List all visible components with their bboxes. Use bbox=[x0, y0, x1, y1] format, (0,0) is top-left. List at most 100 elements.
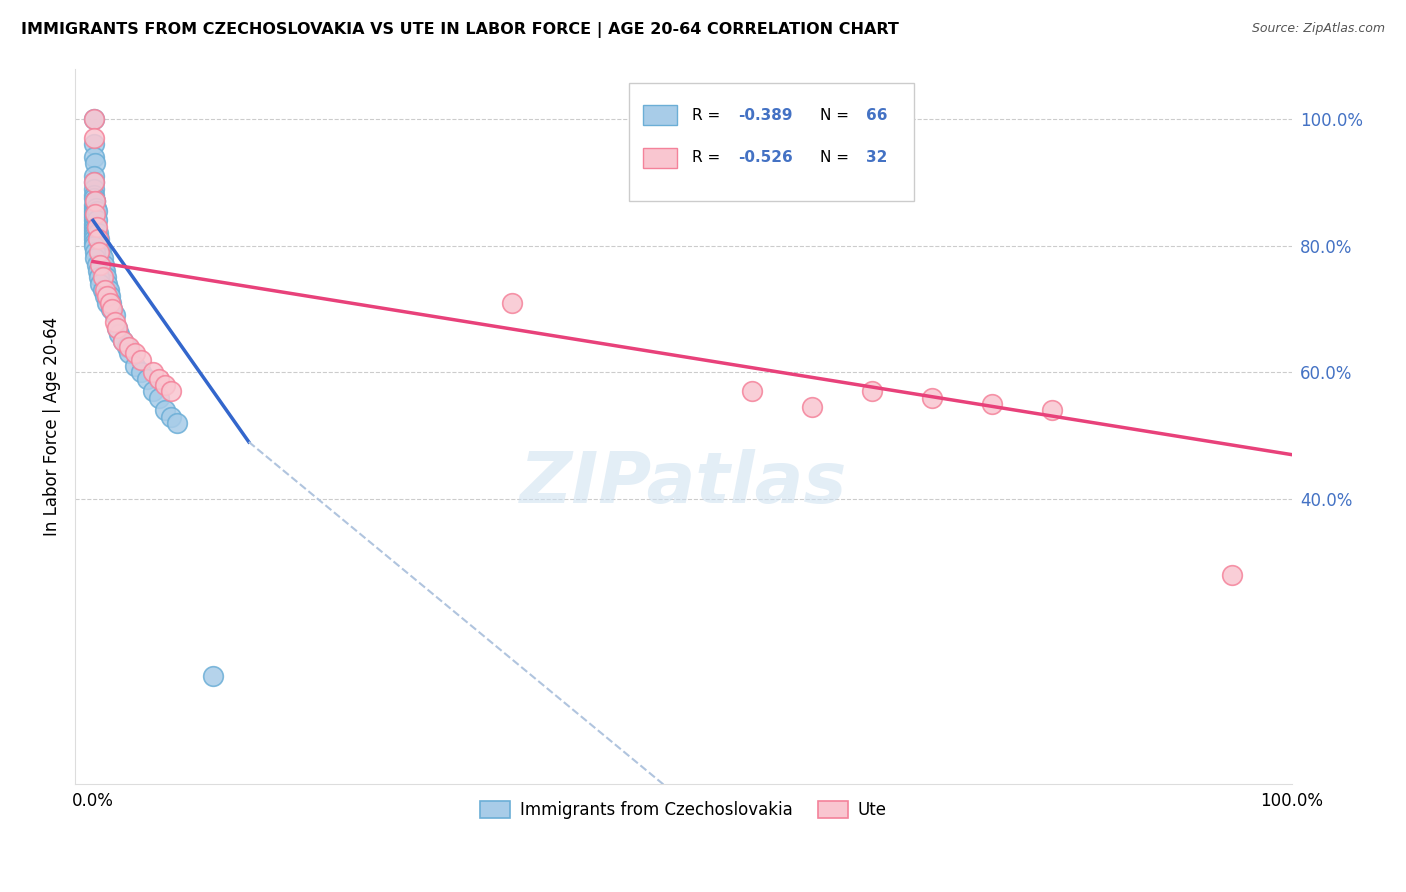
Point bbox=[103, 309, 125, 323]
Point bbox=[83, 229, 105, 244]
Point bbox=[801, 400, 824, 414]
Point bbox=[83, 194, 105, 209]
Point bbox=[96, 270, 118, 285]
Point bbox=[96, 289, 118, 303]
Point bbox=[1220, 567, 1243, 582]
Point bbox=[84, 207, 107, 221]
Text: R =: R = bbox=[692, 108, 725, 122]
Point bbox=[84, 252, 107, 266]
Legend: Immigrants from Czechoslovakia, Ute: Immigrants from Czechoslovakia, Ute bbox=[474, 794, 893, 825]
Point bbox=[115, 340, 138, 354]
Point bbox=[142, 365, 165, 379]
FancyBboxPatch shape bbox=[628, 83, 914, 201]
Point bbox=[83, 203, 105, 218]
Point bbox=[105, 321, 128, 335]
Point bbox=[201, 669, 224, 683]
Point bbox=[101, 301, 124, 316]
Point bbox=[83, 197, 105, 211]
Point bbox=[98, 289, 121, 303]
Point bbox=[98, 295, 121, 310]
Point bbox=[87, 264, 110, 278]
Point bbox=[1040, 403, 1063, 417]
Point bbox=[91, 252, 114, 266]
Point bbox=[83, 245, 105, 260]
Point bbox=[83, 112, 105, 127]
Point bbox=[83, 211, 105, 225]
Text: N =: N = bbox=[820, 108, 853, 122]
Point bbox=[83, 176, 105, 190]
Point bbox=[921, 391, 943, 405]
Point bbox=[100, 301, 122, 316]
Point bbox=[83, 131, 105, 145]
Point bbox=[89, 277, 111, 291]
Point bbox=[83, 150, 105, 164]
Point bbox=[83, 201, 105, 215]
Point bbox=[129, 365, 152, 379]
Point bbox=[83, 112, 105, 127]
Point bbox=[105, 321, 128, 335]
Point bbox=[97, 283, 120, 297]
Point bbox=[108, 327, 131, 342]
Point bbox=[100, 295, 122, 310]
Text: N =: N = bbox=[820, 151, 853, 165]
Point bbox=[118, 340, 141, 354]
Point bbox=[89, 238, 111, 252]
Point bbox=[160, 384, 183, 399]
Point bbox=[101, 301, 124, 316]
Text: 32: 32 bbox=[866, 151, 887, 165]
Point bbox=[83, 182, 105, 196]
Text: IMMIGRANTS FROM CZECHOSLOVAKIA VS UTE IN LABOR FORCE | AGE 20-64 CORRELATION CHA: IMMIGRANTS FROM CZECHOSLOVAKIA VS UTE IN… bbox=[21, 22, 898, 38]
Point bbox=[501, 295, 523, 310]
Point bbox=[124, 359, 146, 373]
Point bbox=[87, 245, 110, 260]
FancyBboxPatch shape bbox=[643, 148, 678, 168]
Point bbox=[153, 403, 176, 417]
Point bbox=[741, 384, 763, 399]
Point bbox=[148, 391, 170, 405]
Text: R =: R = bbox=[692, 151, 725, 165]
Point bbox=[111, 334, 134, 348]
Point bbox=[83, 207, 105, 221]
Point bbox=[90, 245, 112, 260]
Point bbox=[83, 194, 105, 209]
Point bbox=[83, 232, 105, 246]
Point bbox=[96, 295, 118, 310]
Point bbox=[94, 264, 117, 278]
Point bbox=[166, 416, 188, 430]
Point bbox=[83, 219, 105, 234]
Point bbox=[91, 283, 114, 297]
Text: 66: 66 bbox=[866, 108, 887, 122]
Point bbox=[87, 270, 110, 285]
Point bbox=[83, 156, 105, 170]
Point bbox=[103, 315, 125, 329]
Point bbox=[83, 217, 105, 231]
Point bbox=[86, 213, 108, 227]
Y-axis label: In Labor Force | Age 20-64: In Labor Force | Age 20-64 bbox=[44, 317, 60, 536]
Point bbox=[86, 203, 108, 218]
Point bbox=[86, 219, 108, 234]
Point bbox=[83, 213, 105, 227]
Point bbox=[87, 232, 110, 246]
Point bbox=[83, 137, 105, 152]
Point bbox=[83, 176, 105, 190]
Text: -0.389: -0.389 bbox=[738, 108, 793, 122]
Text: ZIPatlas: ZIPatlas bbox=[520, 449, 846, 518]
Point bbox=[124, 346, 146, 360]
Point bbox=[129, 352, 152, 367]
Point bbox=[83, 238, 105, 252]
Point bbox=[94, 289, 117, 303]
Point bbox=[83, 191, 105, 205]
Point bbox=[83, 226, 105, 240]
Point bbox=[142, 384, 165, 399]
Point bbox=[83, 188, 105, 202]
FancyBboxPatch shape bbox=[643, 105, 678, 125]
Point bbox=[93, 258, 115, 272]
Point bbox=[96, 277, 118, 291]
Point bbox=[118, 346, 141, 360]
Point bbox=[83, 235, 105, 250]
Point bbox=[148, 372, 170, 386]
Point bbox=[83, 223, 105, 237]
Text: -0.526: -0.526 bbox=[738, 151, 793, 165]
Point bbox=[91, 270, 114, 285]
Point bbox=[860, 384, 883, 399]
